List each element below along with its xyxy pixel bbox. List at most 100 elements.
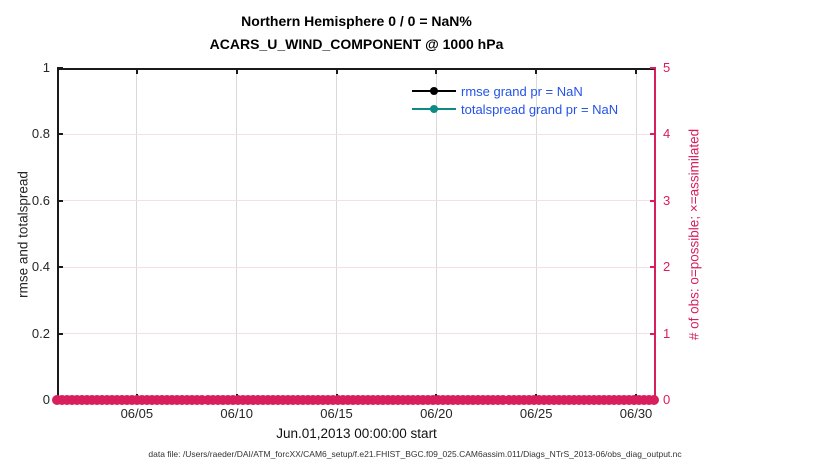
legend-line-sample	[412, 105, 456, 114]
obs-count-marker	[107, 395, 118, 405]
obs-count-marker	[628, 395, 639, 405]
obs-count-marker	[443, 395, 454, 405]
y-gridline	[57, 133, 656, 135]
obs-count-marker	[92, 395, 103, 405]
obs-count-marker	[237, 395, 248, 405]
x-axis-label: Jun.01,2013 00:00:00 start	[276, 426, 437, 441]
obs-count-marker	[488, 395, 499, 405]
obs-count-marker	[528, 395, 539, 405]
obs-count-marker	[67, 395, 78, 405]
obs-count-marker	[152, 395, 163, 405]
obs-count-marker	[117, 395, 128, 405]
obs-count-marker	[503, 395, 514, 405]
y-gridline	[57, 266, 656, 268]
obs-count-marker	[508, 395, 519, 405]
obs-count-marker	[473, 395, 484, 405]
obs-count-marker	[167, 395, 178, 405]
obs-count-marker	[82, 395, 93, 405]
legend-marker-dot	[430, 105, 438, 114]
obs-count-marker	[468, 395, 479, 405]
obs-count-marker	[312, 395, 323, 405]
obs-count-marker	[127, 395, 138, 405]
obs-count-marker	[383, 395, 394, 405]
x-tick-top	[535, 68, 538, 74]
obs-count-marker	[182, 395, 193, 405]
obs-count-marker	[438, 395, 449, 405]
obs-count-marker	[202, 395, 213, 405]
left-y-axis-label: rmse and totalspread	[15, 171, 31, 298]
obs-count-marker	[287, 395, 298, 405]
left-y-tick	[57, 67, 63, 69]
obs-count-marker	[548, 395, 559, 405]
obs-count-marker	[122, 395, 133, 405]
x-tick-top	[435, 68, 438, 74]
obs-count-marker	[282, 395, 293, 405]
obs-count-marker	[568, 395, 579, 405]
obs-count-marker	[57, 395, 68, 405]
obs-count-marker	[272, 395, 283, 405]
obs-count-marker	[608, 395, 619, 405]
obs-count-marker	[137, 395, 148, 405]
left-y-tick-label: 0.8	[31, 126, 50, 142]
x-tick-label: 06/05	[120, 406, 154, 421]
obs-count-marker	[252, 395, 263, 405]
legend-item: totalspread grand pr = NaN	[412, 100, 618, 118]
left-y-tick	[57, 266, 63, 269]
obs-count-marker	[623, 395, 634, 405]
obs-count-marker	[307, 395, 318, 405]
obs-count-marker	[448, 395, 459, 405]
data-file-path: data file: /Users/raeder/DAI/ATM_forcXX/…	[148, 449, 682, 459]
right-y-tick	[650, 199, 656, 202]
obs-count-marker	[217, 395, 228, 405]
x-tick-top	[635, 68, 638, 74]
plot-title-line2: ACARS_U_WIND_COMPONENT @ 1000 hPa	[209, 36, 504, 52]
obs-count-marker	[533, 395, 544, 405]
left-y-tick-label: 0	[42, 392, 50, 407]
obs-count-marker	[523, 395, 534, 405]
obs-count-marker	[538, 395, 549, 405]
obs-count-marker	[433, 395, 444, 405]
obs-count-marker	[613, 395, 624, 405]
obs-count-marker	[563, 395, 574, 405]
obs-count-marker	[77, 395, 88, 405]
obs-count-marker	[342, 395, 353, 405]
obs-count-marker	[453, 395, 464, 405]
obs-count-marker	[423, 395, 434, 405]
obs-count-marker	[373, 395, 384, 405]
obs-count-marker	[618, 395, 629, 405]
right-y-axis-label: # of obs: o=possible; ×=assimilated	[686, 128, 702, 341]
obs-count-marker	[358, 395, 369, 405]
obs-count-marker	[603, 395, 614, 405]
left-y-tick	[57, 133, 63, 136]
obs-count-marker	[132, 395, 143, 405]
right-y-tick-label: 1	[663, 325, 671, 341]
obs-count-marker	[192, 395, 203, 405]
obs-count-marker	[232, 395, 243, 405]
obs-count-marker	[388, 395, 399, 405]
x-gridline	[535, 68, 537, 400]
obs-count-marker	[493, 395, 504, 405]
obs-count-marker	[633, 395, 644, 405]
obs-count-marker	[317, 395, 328, 405]
obs-count-marker	[97, 395, 108, 405]
obs-count-marker	[543, 395, 554, 405]
obs-count-marker	[638, 395, 649, 405]
obs-count-marker	[583, 395, 594, 405]
x-gridline	[635, 68, 637, 400]
obs-count-marker	[212, 395, 223, 405]
obs-count-marker	[498, 395, 509, 405]
obs-count-marker	[368, 395, 379, 405]
obs-count-marker	[327, 395, 338, 405]
obs-count-marker	[458, 395, 469, 405]
obs-count-marker	[353, 395, 363, 405]
obs-count-marker	[478, 395, 489, 405]
y-gridline	[57, 200, 656, 202]
obs-count-marker	[142, 395, 153, 405]
obs-count-marker	[62, 395, 73, 405]
obs-count-marker	[337, 395, 348, 405]
left-y-tick-label: 0.6	[31, 192, 50, 208]
left-y-tick-label: 1	[42, 60, 50, 75]
obs-count-marker	[649, 395, 659, 405]
left-y-tick	[57, 199, 63, 202]
